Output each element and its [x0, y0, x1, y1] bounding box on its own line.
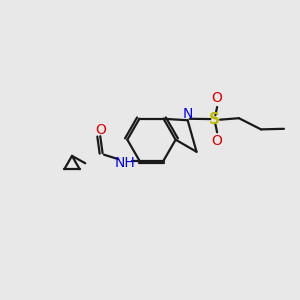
- Text: N: N: [182, 107, 193, 121]
- Text: NH: NH: [114, 156, 135, 170]
- Text: O: O: [95, 123, 106, 137]
- Text: O: O: [212, 134, 223, 148]
- Text: O: O: [212, 92, 223, 106]
- Text: S: S: [209, 112, 220, 127]
